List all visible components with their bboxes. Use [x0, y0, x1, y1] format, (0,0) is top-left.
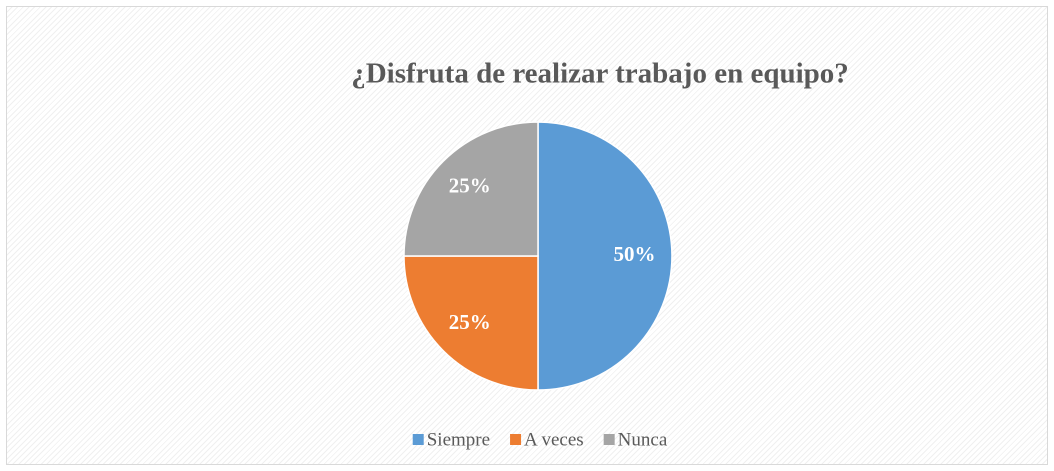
data-label: 25% — [449, 174, 491, 198]
legend-label: Nunca — [618, 429, 668, 450]
legend-swatch — [603, 434, 615, 445]
pie-slice — [403, 255, 539, 391]
data-label: 25% — [449, 310, 491, 334]
legend-swatch — [510, 434, 522, 445]
legend-label: Siempre — [427, 429, 490, 450]
data-label: 50% — [613, 242, 655, 266]
pie-slice — [537, 121, 673, 391]
legend-swatch — [412, 434, 424, 445]
pie-slice — [403, 121, 539, 257]
legend-label: A veces — [524, 429, 584, 450]
chart-title: ¿Disfruta de realizar trabajo en equipo? — [351, 58, 849, 90]
